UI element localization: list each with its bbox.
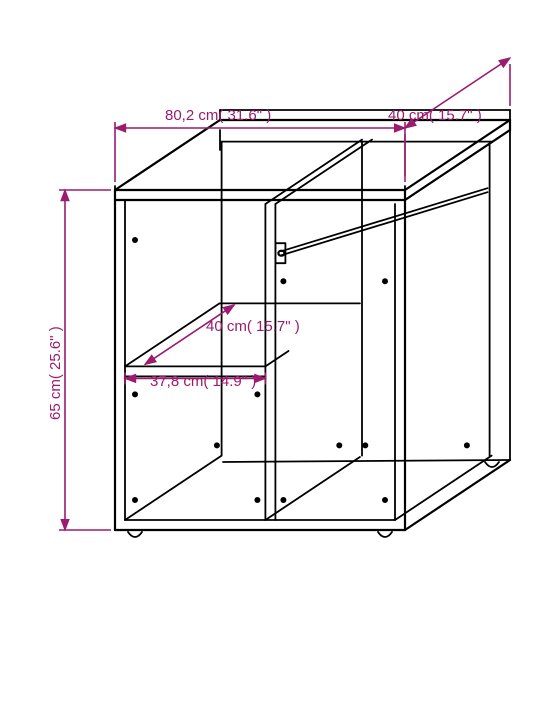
cabinet-drawing <box>115 110 510 537</box>
dimension-lines <box>59 58 510 530</box>
dim-width-top: 80,2 cm( 31.6" ) <box>165 107 271 124</box>
dim-height-left: 65 cm( 25.6" ) <box>47 326 64 420</box>
dim-shelf-width: 37,8 cm( 14.9" ) <box>150 373 256 390</box>
dim-shelf-depth: 40 cm( 15.7" ) <box>206 318 300 335</box>
dim-depth-top: 40 cm( 15.7" ) <box>388 107 482 124</box>
